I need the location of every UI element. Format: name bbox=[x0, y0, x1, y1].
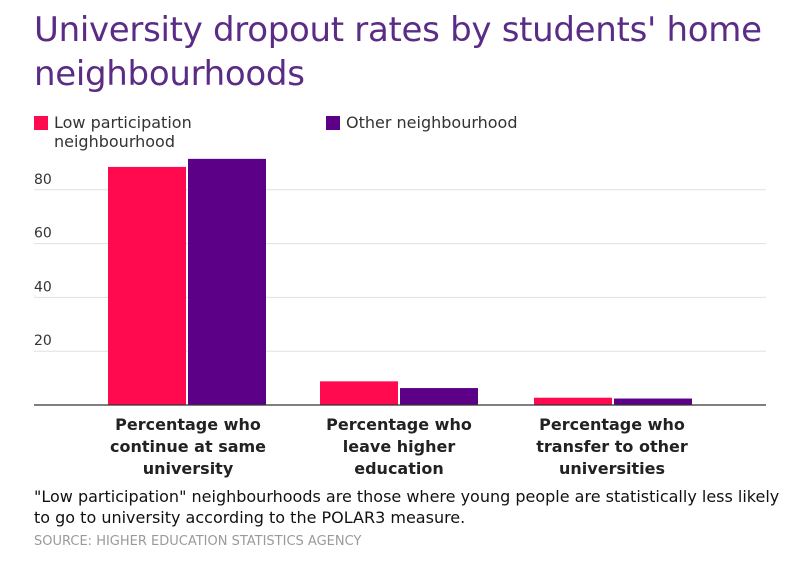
category-label-transfer: Percentage who transfer to other univers… bbox=[536, 415, 688, 478]
y-tick-label: 80 bbox=[34, 172, 52, 188]
chart-title: University dropout rates by students' ho… bbox=[34, 10, 762, 94]
category-label-leave: Percentage who leave higher education bbox=[326, 415, 472, 478]
bar-other-1 bbox=[400, 388, 478, 405]
gridlines: 20 40 60 80 bbox=[34, 172, 766, 352]
y-tick-label: 40 bbox=[34, 279, 52, 295]
legend-item-low-participation: Low participation neighbourhood bbox=[34, 113, 204, 151]
bar-low-participation-2 bbox=[534, 397, 612, 405]
source-credit: SOURCE: HIGHER EDUCATION STATISTICS AGEN… bbox=[34, 534, 362, 549]
y-tick-label: 20 bbox=[34, 333, 52, 349]
legend-item-other: Other neighbourhood bbox=[326, 113, 546, 132]
footnote: "Low participation" neighbourhoods are t… bbox=[34, 487, 780, 527]
bar-other-0 bbox=[188, 158, 266, 405]
legend-swatch-low-participation bbox=[34, 116, 48, 130]
legend-label-low-participation: Low participation neighbourhood bbox=[54, 113, 192, 151]
legend-swatch-other bbox=[326, 116, 340, 130]
bar-low-participation-0 bbox=[108, 166, 186, 405]
bar-other-2 bbox=[614, 398, 692, 405]
legend-label-other: Other neighbourhood bbox=[346, 113, 518, 132]
category-label-continue: Percentage who continue at same universi… bbox=[109, 415, 267, 478]
bars bbox=[34, 158, 766, 406]
bar-low-participation-1 bbox=[320, 381, 398, 405]
y-tick-label: 60 bbox=[34, 226, 52, 242]
